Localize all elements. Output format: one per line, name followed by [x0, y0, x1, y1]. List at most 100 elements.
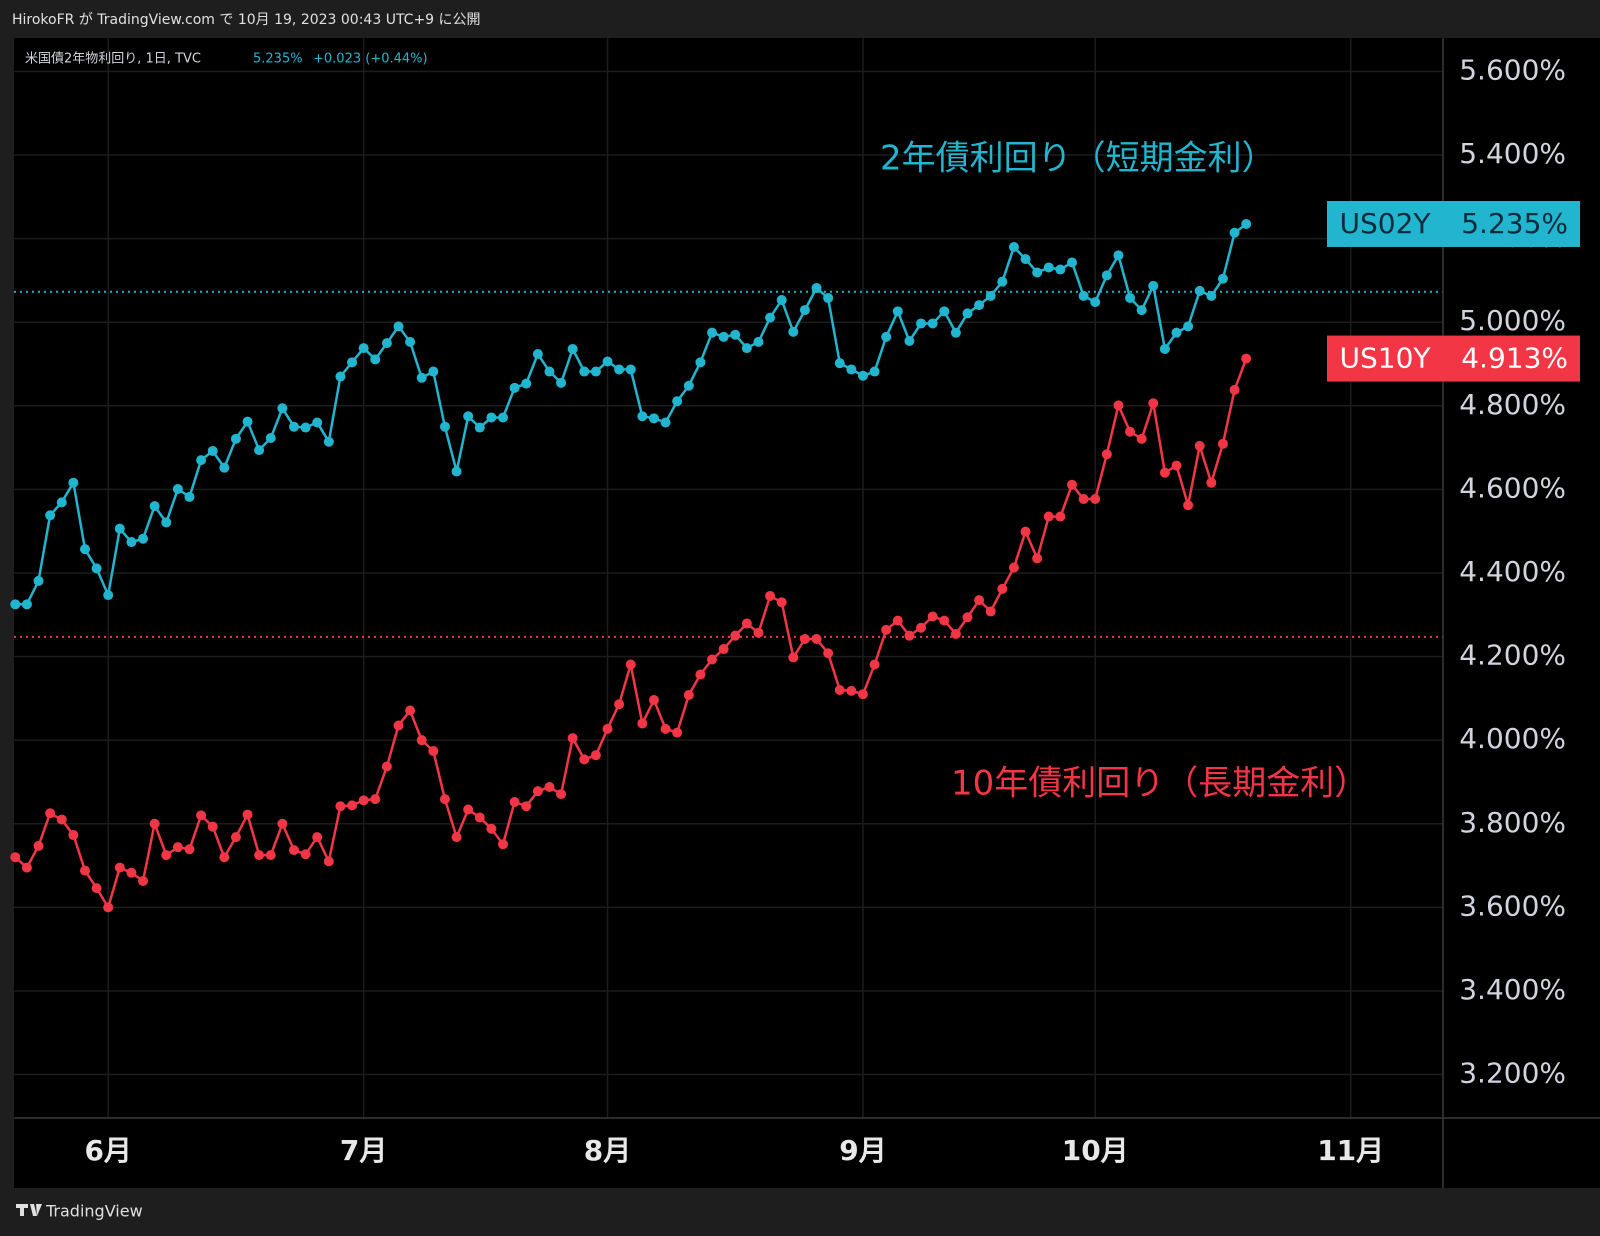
- data-point: [219, 462, 230, 473]
- data-point: [672, 727, 683, 738]
- data-point: [614, 699, 625, 710]
- data-point: [172, 842, 183, 853]
- y-tick-label: 5.600%: [1459, 53, 1566, 86]
- data-point: [892, 306, 903, 317]
- data-point: [184, 491, 195, 502]
- data-point: [1159, 467, 1170, 478]
- data-point: [393, 321, 404, 332]
- y-tick-label: 3.600%: [1459, 889, 1566, 922]
- data-point: [1032, 553, 1043, 564]
- data-point: [834, 358, 845, 369]
- data-point: [416, 735, 427, 746]
- data-point: [695, 357, 706, 368]
- data-point: [381, 761, 392, 772]
- data-point: [799, 305, 810, 316]
- data-point: [1194, 285, 1205, 296]
- data-point: [544, 781, 555, 792]
- last-value-box: [1443, 200, 1580, 247]
- data-point: [1090, 297, 1101, 308]
- data-point: [869, 366, 880, 377]
- data-point: [788, 326, 799, 337]
- data-point: [741, 343, 752, 354]
- data-point: [974, 595, 985, 606]
- data-point: [1113, 250, 1124, 261]
- x-tick-label: 11月: [1317, 1134, 1384, 1167]
- data-point: [149, 501, 160, 512]
- data-point: [625, 364, 636, 375]
- data-point: [1148, 398, 1159, 409]
- data-point: [579, 754, 590, 765]
- data-point: [1171, 327, 1182, 338]
- footer-logo: TradingView: [16, 1202, 143, 1221]
- data-point: [451, 466, 462, 477]
- data-point: [962, 308, 973, 319]
- y-tick-label: 4.600%: [1459, 471, 1566, 504]
- data-point: [660, 417, 671, 428]
- data-point: [788, 652, 799, 663]
- data-point: [416, 372, 427, 383]
- y-tick-label: 5.400%: [1459, 137, 1566, 170]
- data-point: [753, 627, 764, 638]
- series-name-box: [1327, 200, 1443, 247]
- data-point: [1113, 400, 1124, 411]
- last-value-label: 4.913%: [1461, 342, 1568, 375]
- y-tick-label: 3.800%: [1459, 806, 1566, 839]
- data-point: [753, 336, 764, 347]
- data-point: [602, 723, 613, 734]
- legend-symbol: 米国債2年物利回り, 1日, TVC: [25, 52, 201, 67]
- data-point: [869, 659, 880, 670]
- data-point: [521, 378, 532, 389]
- data-point: [672, 396, 683, 407]
- data-point: [1171, 460, 1182, 471]
- grid: [14, 38, 1443, 1118]
- data-point: [881, 624, 892, 635]
- data-point: [335, 371, 346, 382]
- data-point: [579, 366, 590, 377]
- data-point: [184, 844, 195, 855]
- data-point: [335, 801, 346, 812]
- data-point: [857, 689, 868, 700]
- data-point: [741, 618, 752, 629]
- data-point: [1078, 494, 1089, 505]
- data-point: [730, 329, 741, 340]
- legend-last: 5.235%: [253, 52, 303, 67]
- data-point: [1020, 254, 1031, 265]
- data-point: [881, 331, 892, 342]
- data-point: [277, 403, 288, 414]
- series-name-box: [1327, 335, 1443, 382]
- data-point: [439, 421, 450, 432]
- data-point: [312, 417, 323, 428]
- data-point: [974, 300, 985, 311]
- data-point: [1136, 433, 1147, 444]
- plot: [10, 218, 1443, 913]
- data-point: [544, 366, 555, 377]
- data-point: [288, 845, 299, 856]
- x-tick-label: 7月: [340, 1134, 387, 1167]
- data-point: [1136, 305, 1147, 316]
- data-point: [358, 343, 369, 354]
- x-tick-label: 8月: [584, 1134, 631, 1167]
- data-point: [718, 331, 729, 342]
- data-point: [428, 366, 439, 377]
- series-name: US10Y: [1340, 342, 1432, 375]
- data-point: [1032, 267, 1043, 278]
- labels: US02Y 5.235% US10Y 4.913% 2年債利回り（短期金利） 10年債利回…: [880, 139, 1580, 804]
- data-point: [56, 814, 67, 825]
- data-point: [230, 832, 241, 843]
- data-point: [1229, 227, 1240, 238]
- data-point: [45, 808, 56, 819]
- data-point: [1125, 292, 1136, 303]
- data-point: [79, 865, 90, 876]
- data-point: [823, 648, 834, 659]
- data-point: [230, 433, 241, 444]
- data-point: [811, 282, 822, 293]
- data-point: [916, 318, 927, 329]
- data-point: [10, 599, 21, 610]
- data-point: [219, 852, 230, 863]
- data-point: [347, 357, 358, 368]
- data-point: [648, 413, 659, 424]
- data-point: [1206, 290, 1217, 301]
- data-point: [985, 606, 996, 617]
- data-point: [532, 348, 543, 359]
- data-point: [509, 797, 520, 808]
